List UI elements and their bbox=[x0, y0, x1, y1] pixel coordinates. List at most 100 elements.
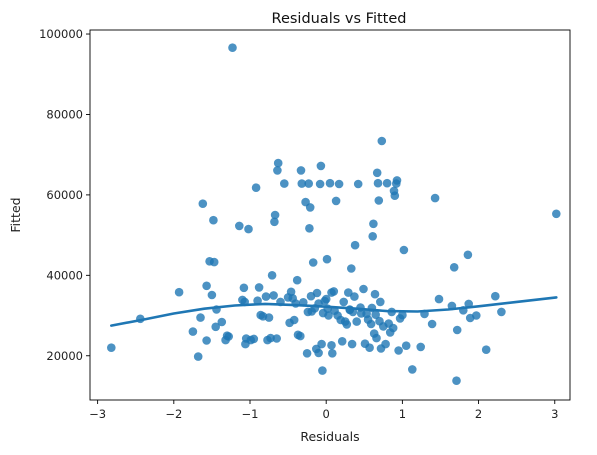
data-point bbox=[337, 337, 347, 346]
x-tick-label: 2 bbox=[475, 407, 482, 421]
y-tick-label: 100000 bbox=[39, 27, 83, 41]
x-axis-ticks: −3 −2 −1 0 1 2 3 bbox=[89, 400, 558, 421]
data-point bbox=[452, 325, 462, 335]
data-point bbox=[344, 288, 353, 297]
data-point bbox=[430, 193, 440, 203]
data-point bbox=[107, 343, 116, 353]
data-point bbox=[224, 332, 233, 341]
data-point bbox=[350, 292, 359, 301]
data-point bbox=[244, 224, 253, 234]
data-point bbox=[251, 183, 261, 192]
data-point bbox=[394, 346, 403, 355]
y-tick-label: 20000 bbox=[46, 349, 83, 363]
data-point bbox=[314, 348, 323, 358]
data-point bbox=[209, 215, 218, 225]
data-point bbox=[377, 136, 387, 146]
data-point bbox=[207, 290, 217, 300]
data-point bbox=[272, 334, 282, 343]
data-point bbox=[188, 327, 198, 336]
x-tick-label: −2 bbox=[165, 407, 182, 421]
data-point bbox=[253, 296, 262, 306]
data-point bbox=[339, 297, 349, 307]
data-point bbox=[273, 158, 283, 168]
data-point bbox=[296, 331, 305, 341]
data-point bbox=[408, 365, 417, 374]
data-point bbox=[347, 339, 357, 349]
data-point bbox=[388, 323, 398, 333]
data-point bbox=[463, 250, 473, 260]
data-point bbox=[481, 345, 491, 355]
x-axis-label: Residuals bbox=[300, 429, 359, 444]
data-point bbox=[292, 275, 302, 285]
plot-frame bbox=[89, 29, 571, 401]
data-point bbox=[317, 339, 326, 349]
data-point bbox=[381, 339, 390, 349]
data-point bbox=[308, 258, 318, 267]
data-point bbox=[254, 283, 264, 292]
y-axis-ticks: 20000 40000 60000 80000 100000 bbox=[39, 27, 90, 363]
data-point bbox=[297, 179, 307, 188]
points-layer bbox=[107, 43, 561, 386]
data-point bbox=[217, 317, 227, 327]
data-point bbox=[427, 319, 437, 329]
data-point bbox=[365, 343, 374, 353]
data-point bbox=[305, 203, 315, 212]
data-point bbox=[366, 319, 376, 329]
data-point bbox=[399, 245, 409, 255]
data-point bbox=[342, 320, 352, 329]
data-point bbox=[264, 313, 274, 322]
data-point bbox=[270, 210, 280, 220]
data-point bbox=[269, 291, 278, 300]
data-point bbox=[304, 179, 314, 188]
data-point bbox=[318, 366, 327, 375]
data-point bbox=[370, 289, 380, 299]
data-point bbox=[198, 199, 208, 208]
data-point bbox=[347, 264, 356, 273]
chart-title: Residuals vs Fitted bbox=[272, 11, 407, 27]
data-point bbox=[376, 297, 385, 307]
data-point bbox=[328, 349, 337, 358]
x-tick-label: 3 bbox=[551, 407, 558, 421]
x-tick-label: 1 bbox=[399, 407, 406, 421]
data-point bbox=[267, 271, 277, 280]
data-point bbox=[321, 294, 331, 304]
data-point bbox=[497, 307, 506, 317]
data-point bbox=[372, 168, 382, 178]
data-point bbox=[280, 179, 289, 188]
x-tick-label: −1 bbox=[242, 407, 259, 421]
data-point bbox=[209, 257, 219, 267]
y-tick-label: 40000 bbox=[46, 268, 83, 282]
smoother-line-layer bbox=[110, 296, 558, 327]
data-point bbox=[371, 310, 381, 320]
x-tick-label: 0 bbox=[323, 407, 330, 421]
data-point bbox=[416, 342, 426, 352]
data-point bbox=[302, 349, 312, 358]
data-point bbox=[211, 322, 220, 332]
y-axis-label: Fitted bbox=[8, 197, 23, 232]
data-point bbox=[228, 43, 237, 52]
data-point bbox=[491, 291, 500, 301]
data-point bbox=[174, 287, 184, 297]
data-point bbox=[390, 191, 400, 200]
x-tick-label: −3 bbox=[89, 407, 106, 421]
smoother-line bbox=[110, 296, 558, 327]
data-point bbox=[372, 333, 381, 343]
y-tick-label: 60000 bbox=[46, 188, 83, 202]
data-point bbox=[368, 232, 378, 241]
y-tick-label: 80000 bbox=[46, 107, 83, 121]
data-point bbox=[305, 224, 314, 233]
data-point bbox=[202, 336, 211, 345]
data-point bbox=[401, 341, 411, 351]
data-point bbox=[392, 176, 402, 185]
data-point bbox=[266, 333, 275, 343]
data-point bbox=[334, 179, 344, 189]
data-point bbox=[324, 311, 333, 320]
data-point bbox=[449, 263, 459, 272]
data-point bbox=[270, 217, 279, 227]
data-point bbox=[273, 166, 282, 175]
data-point bbox=[296, 166, 306, 175]
data-point bbox=[352, 317, 362, 326]
data-point bbox=[398, 310, 407, 320]
data-point bbox=[315, 179, 325, 189]
